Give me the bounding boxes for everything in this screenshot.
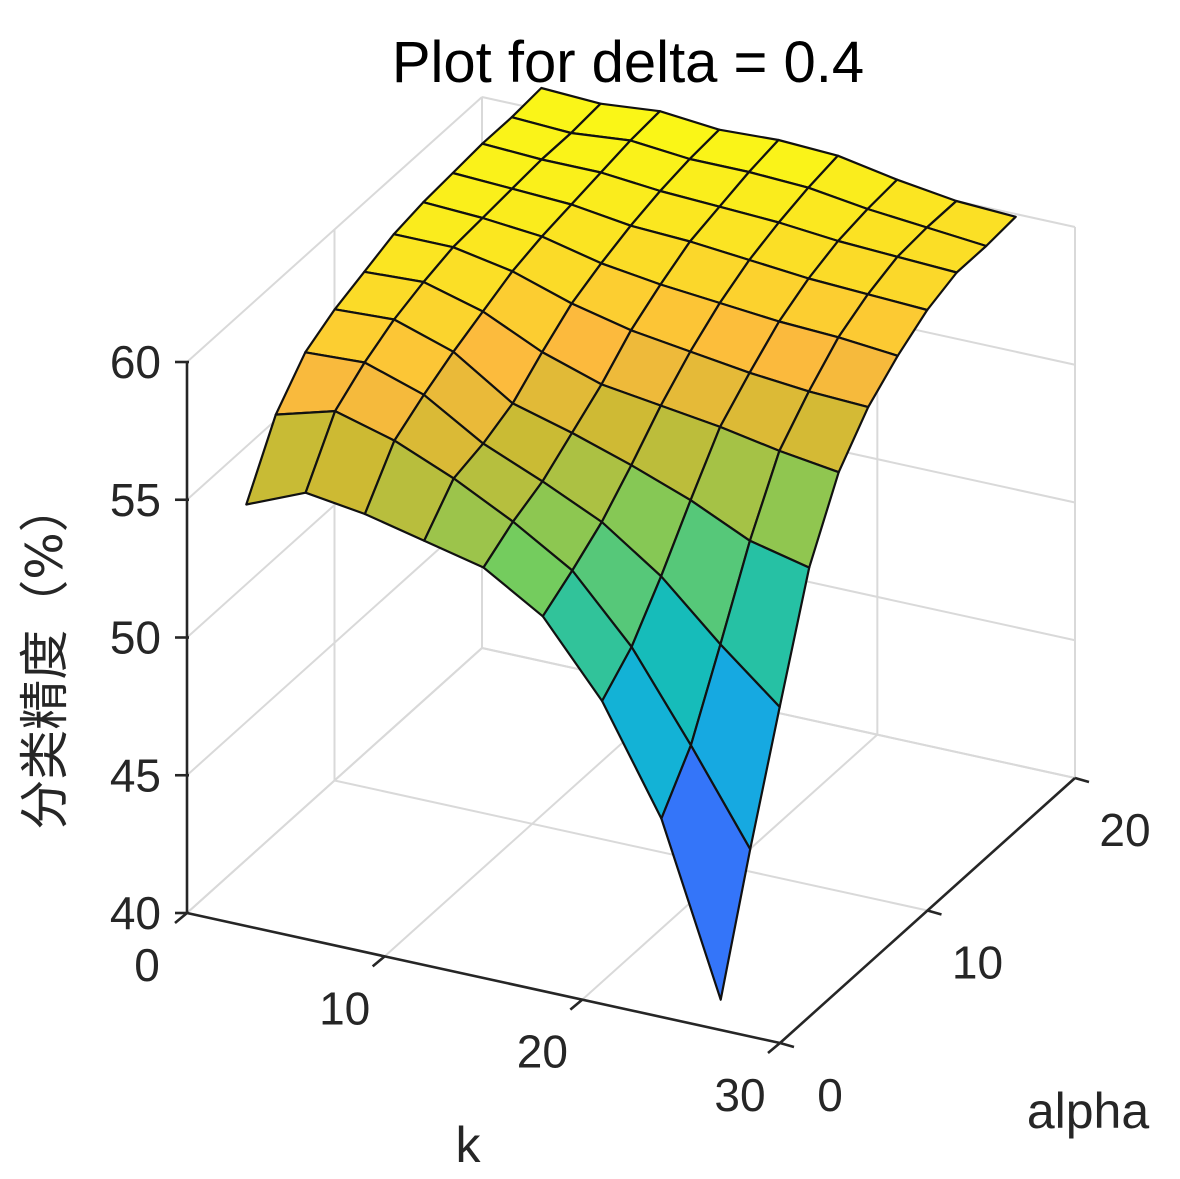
- z-tick-label: 45: [110, 749, 161, 801]
- x-tick: [569, 998, 584, 1011]
- surface-mesh: [245, 86, 1017, 1001]
- x-tick-label: 20: [517, 1026, 568, 1078]
- y-tick-label: 10: [952, 937, 1003, 989]
- x-tick: [767, 1042, 781, 1054]
- z-tick-label: 40: [110, 887, 161, 939]
- gridline-left-z: [186, 96, 483, 363]
- axes: 40 45 50 55 60 0 10 20 30 0 10 20: [110, 336, 1151, 1121]
- gridline-floor-alpha: [334, 779, 928, 912]
- y-tick: [779, 1041, 795, 1049]
- y-tick-label: 20: [1099, 804, 1150, 856]
- y-tick-label: 0: [817, 1069, 843, 1121]
- x-tick: [371, 955, 386, 968]
- z-tick-label: 55: [110, 474, 161, 526]
- z-axis-label: 分类精度（%）: [16, 482, 74, 830]
- z-tick-label: 50: [110, 612, 161, 664]
- y-axis-label: alpha: [1027, 1083, 1150, 1139]
- x-axis-label: k: [456, 1117, 482, 1173]
- x-axis-line: [186, 911, 781, 1045]
- x-tick-label: 0: [134, 939, 160, 991]
- x-tick-label: 30: [714, 1069, 765, 1121]
- y-tick: [1074, 776, 1090, 784]
- x-tick: [174, 912, 188, 924]
- z-tick-label: 60: [110, 336, 161, 388]
- surface-patch: [660, 744, 752, 1001]
- x-tick-label: 10: [319, 982, 370, 1034]
- y-tick: [927, 909, 942, 916]
- chart-title: Plot for delta = 0.4: [392, 30, 864, 95]
- gridline-left-z: [186, 509, 483, 776]
